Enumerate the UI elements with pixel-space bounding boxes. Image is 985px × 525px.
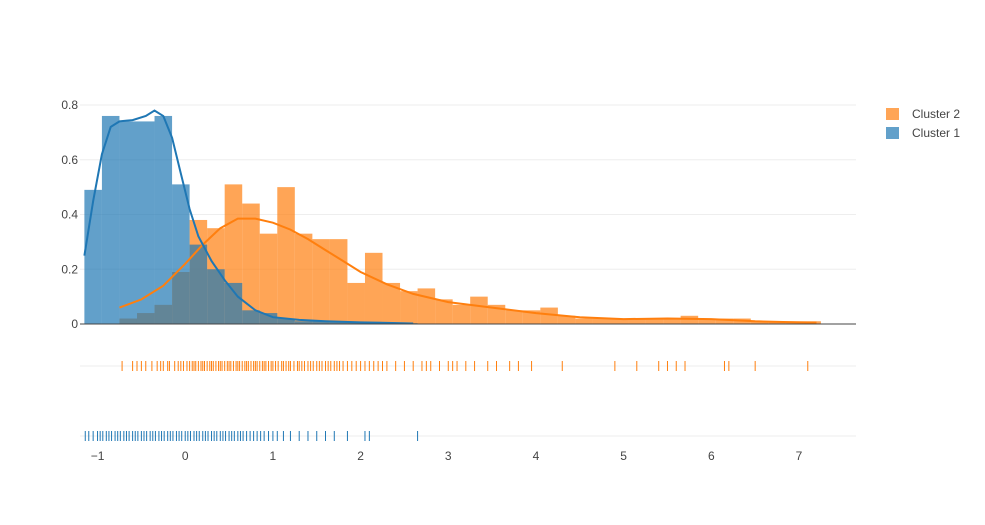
histogram-bar xyxy=(645,318,664,324)
histogram-bar xyxy=(119,121,137,324)
histogram-bar xyxy=(575,318,593,324)
histogram-bar xyxy=(242,310,260,324)
x-tick-label: 1 xyxy=(270,449,277,463)
histogram-bar xyxy=(364,252,383,324)
histogram-bar xyxy=(417,288,436,324)
legend-item[interactable]: Cluster 2 xyxy=(886,107,960,121)
legend-swatch xyxy=(886,127,899,139)
x-tick-label: 3 xyxy=(445,449,452,463)
y-axis-ticks: 0 0.2 0.4 0.6 0.8 xyxy=(61,98,78,331)
kde-curves xyxy=(83,109,817,325)
histogram-bar xyxy=(750,321,769,324)
histogram-bar xyxy=(189,244,208,324)
histogram-bar xyxy=(242,203,260,324)
y-tick-label: 0.8 xyxy=(61,98,78,112)
histogram-bar xyxy=(101,115,120,324)
histogram-bar xyxy=(84,189,102,324)
x-tick-label: 6 xyxy=(708,449,715,463)
histogram-bar xyxy=(347,282,365,324)
y-tick-label: 0.6 xyxy=(61,153,78,167)
histogram-bar xyxy=(715,318,734,324)
histogram-bar xyxy=(610,318,629,324)
histogram-bar xyxy=(557,315,576,324)
histogram-bar xyxy=(470,296,488,324)
legend-label: Cluster 2 xyxy=(912,107,960,121)
legend-label: Cluster 1 xyxy=(912,126,960,140)
histogram-bar xyxy=(224,282,243,324)
histogram-bar xyxy=(505,310,523,324)
histogram-bar xyxy=(329,239,348,324)
histogram-bar xyxy=(154,115,173,324)
x-tick-label: −1 xyxy=(91,449,105,463)
y-tick-label: 0 xyxy=(71,317,78,331)
x-axis-ticks: −1 0 1 2 3 4 5 6 7 xyxy=(91,449,803,463)
x-tick-label: 4 xyxy=(533,449,540,463)
kde-line xyxy=(83,109,414,325)
histogram-bar xyxy=(663,318,681,324)
histogram-bar xyxy=(259,313,278,324)
x-tick-label: 2 xyxy=(357,449,364,463)
x-tick-label: 5 xyxy=(620,449,627,463)
legend[interactable]: Cluster 2 Cluster 1 xyxy=(886,107,960,140)
histogram-bar xyxy=(294,321,313,324)
histogram-bar xyxy=(259,233,278,324)
histogram-bar xyxy=(136,121,155,324)
histogram-bars xyxy=(84,115,821,324)
histogram-bar xyxy=(347,322,365,324)
histogram-bar xyxy=(207,269,225,324)
histogram-bar xyxy=(698,318,716,324)
histogram-bar xyxy=(294,233,313,324)
histogram-bar xyxy=(628,318,646,324)
histogram-bar xyxy=(400,291,418,324)
legend-item[interactable]: Cluster 1 xyxy=(886,126,960,140)
histogram-bar xyxy=(312,321,330,324)
histogram-bar xyxy=(382,282,401,324)
histogram-bar xyxy=(540,307,558,324)
y-tick-label: 0.2 xyxy=(61,262,78,276)
histogram-bar xyxy=(172,184,190,324)
histogram-bar xyxy=(452,304,471,324)
histogram-bar xyxy=(277,187,295,324)
x-tick-label: 0 xyxy=(182,449,189,463)
legend-swatch xyxy=(886,108,899,120)
kde-line xyxy=(119,217,817,324)
x-tick-label: 7 xyxy=(796,449,803,463)
histogram-bar xyxy=(435,299,453,324)
y-tick-label: 0.4 xyxy=(61,208,78,222)
histogram-bar xyxy=(277,318,295,324)
histogram-bar xyxy=(312,239,330,324)
histogram-bar xyxy=(680,315,699,324)
rug-plots xyxy=(84,361,809,441)
histogram-bar xyxy=(592,318,611,324)
